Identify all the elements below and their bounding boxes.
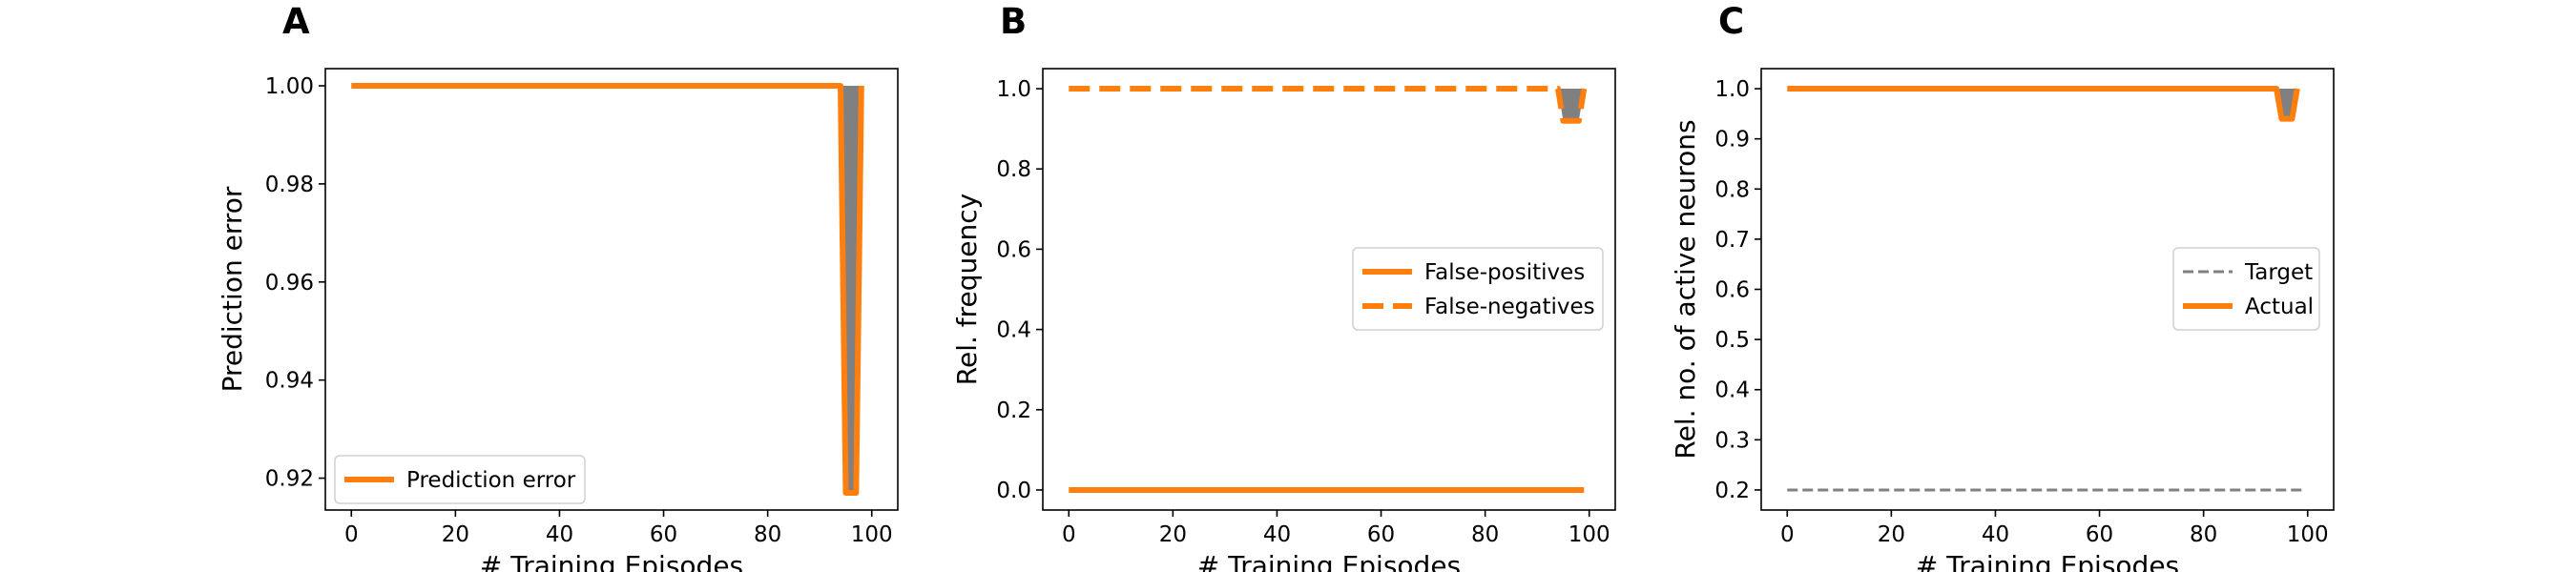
legend-label: Prediction error	[406, 468, 576, 493]
x-tick-label: 60	[2086, 522, 2113, 547]
legend-label: False-positives	[1424, 260, 1585, 285]
y-tick-label: 0.4	[996, 318, 1031, 343]
y-tick-label: 0.94	[265, 369, 314, 394]
plot-area	[1787, 86, 2303, 492]
x-tick-label: 100	[851, 522, 893, 547]
plot-area	[351, 83, 864, 496]
y-tick-label: 1.0	[996, 77, 1031, 102]
x-tick-label: 0	[1780, 522, 1795, 547]
y-tick-label: 0.0	[996, 479, 1031, 503]
legend: Prediction error	[334, 455, 586, 504]
y-tick-label: 0.98	[265, 173, 314, 197]
x-axis-label: # Training Episodes	[1197, 550, 1461, 572]
x-tick-label: 40	[1982, 522, 2009, 547]
y-tick-label: 1.0	[1714, 77, 1750, 102]
legend-label: Actual	[2245, 295, 2314, 319]
y-tick-label: 0.4	[1714, 378, 1750, 403]
y-tick-label: 0.2	[996, 398, 1031, 423]
y-tick-label: 0.8	[996, 157, 1031, 182]
legend-box	[2172, 247, 2320, 331]
axes-frame	[324, 68, 899, 511]
series-line-1	[351, 83, 864, 496]
y-axis-label: Rel. no. of active neurons	[1670, 119, 1701, 459]
y-tick-label: 0.96	[265, 271, 314, 296]
panel-b: B 0 20 40 60 80 100 0.0 0.2 0.4 0.6 0.8 1.0 # Trainin…	[951, 1, 1616, 572]
x-tick-label: 0	[344, 522, 359, 547]
y-axis-label: Rel. frequency	[951, 194, 983, 385]
x-tick-label: 80	[2190, 522, 2217, 547]
legend-box	[1352, 247, 1604, 331]
panel-letter: C	[1718, 1, 1744, 42]
y-tick-label: 0.92	[265, 467, 314, 492]
y-tick-label: 0.8	[1714, 177, 1750, 202]
x-tick-label: 40	[546, 522, 573, 547]
y-tick-label: 0.6	[996, 237, 1031, 262]
y-tick-label: 0.7	[1714, 228, 1750, 253]
y-tick-label: 0.5	[1714, 328, 1750, 353]
panel-letter: B	[1000, 1, 1027, 42]
y-tick-label: 0.3	[1714, 428, 1750, 453]
x-axis-label: # Training Episodes	[1916, 550, 2179, 572]
legend-label: False-negatives	[1424, 295, 1595, 319]
x-axis-label: # Training Episodes	[480, 550, 743, 572]
axes-frame	[1042, 68, 1616, 511]
x-tick-label: 0	[1062, 522, 1076, 547]
x-tick-label: 60	[1367, 522, 1395, 547]
x-tick-label: 100	[2287, 522, 2329, 547]
x-tick-label: 60	[650, 522, 677, 547]
panel-a: A 0 20 40 60 80 100 0.92 0.94 0.96 0.98 1.00 # Train…	[217, 1, 899, 572]
legend-box	[334, 455, 586, 504]
legend-label: Target	[2244, 260, 2313, 285]
x-tick-label: 80	[1471, 522, 1499, 547]
x-tick-label: 20	[1878, 522, 1905, 547]
x-tick-label: 20	[442, 522, 469, 547]
variance-band	[1558, 89, 1585, 121]
x-tick-label: 80	[754, 522, 781, 547]
x-tick-label: 40	[1263, 522, 1291, 547]
y-tick-label: 0.2	[1714, 479, 1750, 503]
y-tick-label: 1.00	[265, 74, 314, 99]
series-line-2	[1787, 86, 2300, 122]
plot-area	[1069, 86, 1588, 493]
y-tick-label: 0.6	[1714, 278, 1750, 303]
legend: Target Actual	[2172, 247, 2320, 331]
x-tick-label: 100	[1568, 522, 1610, 547]
series-line-2	[1069, 86, 1588, 124]
panel-c: C 0 20 40 60 80 100 0.2 0.3 0.4 0.5 0.6 0.7 0.8 0.9 1.0…	[1670, 1, 2335, 572]
x-tick-label: 20	[1159, 522, 1187, 547]
y-axis-label: Prediction error	[217, 186, 248, 392]
y-tick-label: 0.9	[1714, 128, 1750, 153]
panel-letter: A	[282, 1, 310, 42]
legend: False-positives False-negatives	[1352, 247, 1604, 331]
